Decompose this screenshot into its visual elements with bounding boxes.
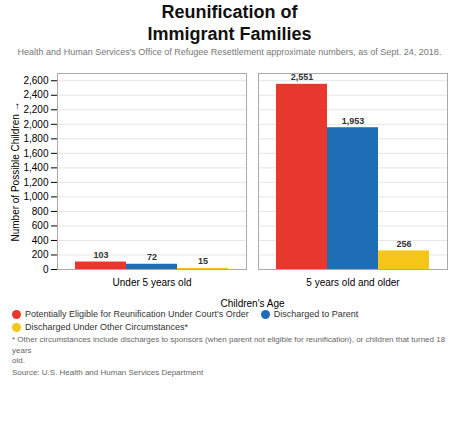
svg-text:2,200: 2,200 xyxy=(23,104,48,115)
svg-text:5 years old and older: 5 years old and older xyxy=(306,277,400,288)
svg-text:Number of Possible Children →: Number of Possible Children → xyxy=(10,102,21,242)
svg-text:Children's Age: Children's Age xyxy=(220,298,285,309)
svg-text:1,800: 1,800 xyxy=(23,133,48,144)
svg-text:1,400: 1,400 xyxy=(23,162,48,173)
svg-text:200: 200 xyxy=(32,249,49,260)
svg-text:400: 400 xyxy=(32,235,49,246)
html-text:Potentially Eligible for Reuni: Potentially Eligible for Reunification U… xyxy=(25,309,249,320)
html-text:Reunification of Immigrant Fam: Reunification of Immigrant Families xyxy=(147,2,312,44)
svg-text:1,000: 1,000 xyxy=(23,191,48,202)
svg-text:2,400: 2,400 xyxy=(23,90,48,101)
svg-text:103: 103 xyxy=(93,250,108,260)
svg-text:Under 5 years old: Under 5 years old xyxy=(113,277,192,288)
html-text:* Other circumstances include: * Other circumstances include discharges… xyxy=(12,335,446,365)
html-text:Discharged Under Other Circums: Discharged Under Other Circumstances* xyxy=(25,322,189,333)
html-text:Source: U.S. Health and Human: Source: U.S. Health and Human Services D… xyxy=(12,368,204,378)
svg-text:600: 600 xyxy=(32,220,49,231)
svg-text:15: 15 xyxy=(198,256,208,266)
svg-text:1,600: 1,600 xyxy=(23,148,48,159)
html-text:Discharged to Parent: Discharged to Parent xyxy=(273,309,359,320)
svg-text:0: 0 xyxy=(43,264,49,275)
svg-text:256: 256 xyxy=(396,239,411,249)
html-text:Health and Human Services's Of: Health and Human Services's Office of Re… xyxy=(17,47,442,58)
svg-text:2,600: 2,600 xyxy=(23,75,48,86)
svg-text:1,953: 1,953 xyxy=(342,116,365,126)
svg-text:72: 72 xyxy=(147,252,157,262)
svg-text:2,000: 2,000 xyxy=(23,119,48,130)
svg-text:2,551: 2,551 xyxy=(290,72,314,83)
svg-text:1,200: 1,200 xyxy=(23,177,48,188)
svg-text:800: 800 xyxy=(32,206,49,217)
